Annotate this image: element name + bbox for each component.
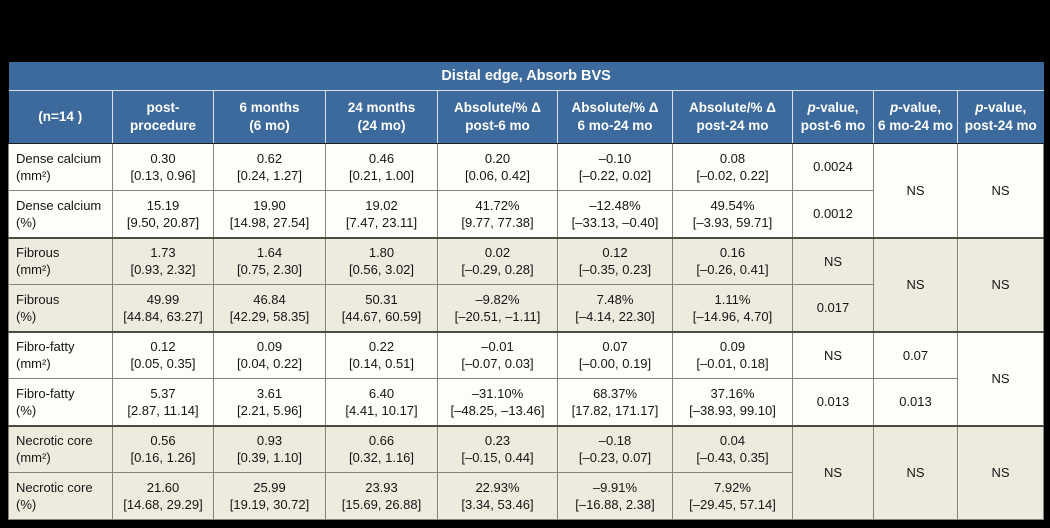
- table-cell: 21.60 [14.68, 29.29]: [112, 472, 214, 520]
- col-header-n: (n=14 ): [8, 90, 113, 144]
- table-row: Dense calcium (%) 15.19 [9.50, 20.87] 19.9…: [8, 190, 1044, 238]
- table-row: Necrotic core (mm²) 0.56 [0.16, 1.26] 0.93…: [8, 424, 1045, 520]
- table-cell: 41.72% [9.77, 77.38]: [437, 190, 558, 238]
- p-value-cell: 0.013: [792, 378, 874, 426]
- table-cell: –0.18 [–0.23, 0.07]: [557, 424, 673, 473]
- table-cell: 7.48% [–4.14, 22.30]: [557, 284, 673, 332]
- table-cell: 0.07 [–0.00, 0.19]: [557, 330, 673, 379]
- row-label: Necrotic core (%): [8, 472, 113, 520]
- table-cell: 19.02 [7.47, 23.11]: [325, 190, 438, 238]
- p-value-cell: NS: [873, 236, 958, 332]
- table-row: Fibrous (mm²) 1.73 [0.93, 2.32] 1.64 [0.75,…: [8, 236, 1045, 332]
- table-cell: 0.30 [0.13, 0.96]: [112, 143, 214, 191]
- p-value-cell: NS: [792, 330, 874, 379]
- p-value-cell: NS: [792, 236, 874, 285]
- p-value-cell: NS: [873, 424, 958, 520]
- table-cell: 1.11% [–14.96, 4.70]: [672, 284, 793, 332]
- col-header-24-months: 24 months (24 mo): [325, 90, 438, 144]
- table-title: Distal edge, Absorb BVS: [8, 62, 1044, 91]
- p-value-cell: NS: [956, 236, 1045, 332]
- table-cell: 0.56 [0.16, 1.26]: [112, 424, 214, 473]
- row-label: Fibro-fatty (mm²): [8, 330, 113, 379]
- table-cell: –0.10 [–0.22, 0.02]: [557, 143, 673, 191]
- row-label: Fibrous (%): [8, 284, 113, 332]
- table-cell: 0.16 [–0.26, 0.41]: [672, 236, 793, 285]
- table-cell: 15.19 [9.50, 20.87]: [112, 190, 214, 238]
- table-cell: –31.10% [–48.25, –13.46]: [437, 378, 558, 426]
- table-cell: 19.90 [14.98, 27.54]: [213, 190, 326, 238]
- table-cell: 22.93% [3.34, 53.46]: [437, 472, 558, 520]
- table-cell: 0.09 [–0.01, 0.18]: [672, 330, 793, 379]
- p-value-cell: 0.0024: [792, 143, 874, 191]
- table-cell: 1.64 [0.75, 2.30]: [213, 236, 326, 285]
- table-cell: 25.99 [19.19, 30.72]: [213, 472, 326, 520]
- table-cell: 0.66 [0.32, 1.16]: [325, 424, 438, 473]
- table-cell: 0.04 [–0.43, 0.35]: [672, 424, 793, 473]
- table-row: Fibro-fatty (mm²) 0.12 [0.05, 0.35] 0.09 [0…: [8, 330, 1045, 426]
- table-cell: 0.20 [0.06, 0.42]: [437, 143, 558, 191]
- table-cell: 0.12 [–0.35, 0.23]: [557, 236, 673, 285]
- title-row: Distal edge, Absorb BVS: [8, 62, 1044, 91]
- ivus-composition-table: Distal edge, Absorb BVS (n=14 ) post-pro…: [8, 62, 1045, 520]
- table-cell: 1.73 [0.93, 2.32]: [112, 236, 214, 285]
- table-cell: 50.31 [44.67, 60.59]: [325, 284, 438, 332]
- table-row: Necrotic core (%) 21.60 [14.68, 29.29] 25.…: [8, 472, 1044, 520]
- table-cell: –12.48% [–33.13, –0.40]: [557, 190, 673, 238]
- table-cell: 0.08 [–0.02, 0.22]: [672, 143, 793, 191]
- col-header-pvalue-post-24mo: p-value, post-24 mo: [956, 90, 1044, 144]
- table-cell: 0.22 [0.14, 0.51]: [325, 330, 438, 379]
- table-cell: 1.80 [0.56, 3.02]: [325, 236, 438, 285]
- table-cell: 37.16% [–38.93, 99.10]: [672, 378, 793, 426]
- row-label: Dense calcium (%): [8, 190, 113, 238]
- table-cell: 5.37 [2.87, 11.14]: [112, 378, 214, 426]
- table-cell: 0.62 [0.24, 1.27]: [213, 143, 326, 191]
- col-header-6-months: 6 months (6 mo): [213, 90, 326, 144]
- p-value-cell: 0.013: [873, 378, 958, 426]
- table-cell: 68.37% [17.82, 171.17]: [557, 378, 673, 426]
- table-row: Fibro-fatty (%) 5.37 [2.87, 11.14] 3.61 [2.…: [8, 378, 1044, 426]
- p-value-cell: 0.0012: [792, 190, 874, 238]
- table-cell: 0.93 [0.39, 1.10]: [213, 424, 326, 473]
- col-header-pvalue-6mo-24mo: p-value, 6 mo-24 mo: [873, 90, 958, 144]
- col-header-post-procedure: post-procedure: [112, 90, 214, 144]
- table-cell: 0.09 [0.04, 0.22]: [213, 330, 326, 379]
- row-label: Fibro-fatty (%): [8, 378, 113, 426]
- row-label: Dense calcium (mm²): [8, 143, 113, 191]
- p-value-cell: NS: [956, 424, 1045, 520]
- row-label: Fibrous (mm²): [8, 236, 113, 285]
- row-label: Necrotic core (mm²): [8, 424, 113, 473]
- table-cell: 7.92% [–29.45, 57.14]: [672, 472, 793, 520]
- table-row: Fibrous (%) 49.99 [44.84, 63.27] 46.84 [42.…: [8, 284, 1044, 332]
- table-cell: –9.91% [–16.88, 2.38]: [557, 472, 673, 520]
- table-cell: 0.46 [0.21, 1.00]: [325, 143, 438, 191]
- table-cell: 23.93 [15.69, 26.88]: [325, 472, 438, 520]
- table-cell: 3.61 [2.21, 5.96]: [213, 378, 326, 426]
- p-value-cell: NS: [873, 143, 958, 238]
- table-cell: 46.84 [42.29, 58.35]: [213, 284, 326, 332]
- table-cell: 49.99 [44.84, 63.27]: [112, 284, 214, 332]
- table-row: Dense calcium (mm²) 0.30 [0.13, 0.96] 0.62…: [8, 143, 1045, 238]
- table-cell: 0.23 [–0.15, 0.44]: [437, 424, 558, 473]
- col-header-pvalue-post-6mo: p-value, post-6 mo: [792, 90, 874, 144]
- p-value-cell: 0.07: [873, 330, 958, 379]
- column-header-row: (n=14 ) post-procedure 6 months (6 mo) 24…: [8, 90, 1044, 144]
- p-value-cell: NS: [956, 143, 1045, 238]
- table-cell: 0.02 [–0.29, 0.28]: [437, 236, 558, 285]
- p-value-cell: NS: [956, 330, 1045, 426]
- table-cell: –0.01 [–0.07, 0.03]: [437, 330, 558, 379]
- p-value-cell: NS: [792, 424, 874, 520]
- p-value-cell: 0.017: [792, 284, 874, 332]
- table-cell: 49.54% [–3.93, 59.71]: [672, 190, 793, 238]
- table-cell: 0.12 [0.05, 0.35]: [112, 330, 214, 379]
- table-cell: 6.40 [4.41, 10.17]: [325, 378, 438, 426]
- table-cell: –9.82% [–20.51, –1.11]: [437, 284, 558, 332]
